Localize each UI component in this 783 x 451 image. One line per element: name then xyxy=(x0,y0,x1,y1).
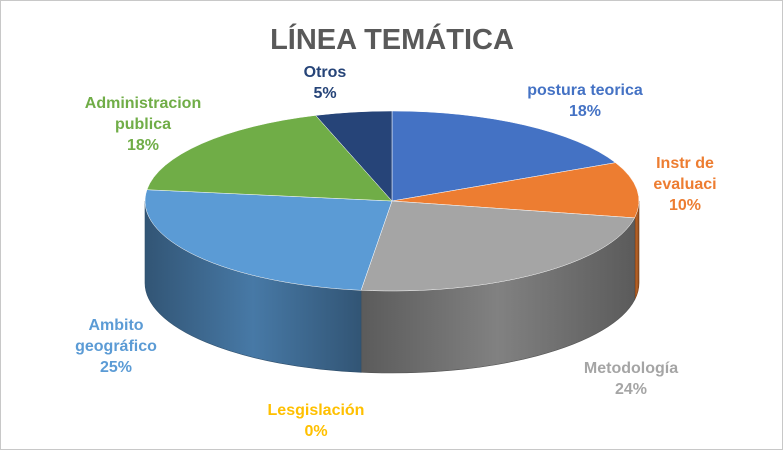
pie-slice-administracion-publica xyxy=(146,115,393,202)
data-label-ambito-geográfico: Ambito geográfico 25% xyxy=(75,317,157,376)
data-label-category: Otros xyxy=(304,64,347,81)
data-label-category: Metodología xyxy=(584,360,678,377)
pie-slices xyxy=(144,110,640,292)
data-label-percent: 18% xyxy=(127,137,159,154)
data-label-percent: 24% xyxy=(615,381,647,398)
data-label-category: postura teorica xyxy=(527,82,643,99)
data-label-percent: 18% xyxy=(569,103,601,120)
pie-slice-ambito-geográfico xyxy=(144,189,393,291)
data-label-instr-de-evaluaci: Instr de evaluaci 10% xyxy=(653,155,716,214)
data-label-category: Ambito xyxy=(88,317,143,334)
data-label-otros: Otros 5% xyxy=(304,64,347,102)
data-label-category: Administracion xyxy=(85,95,201,112)
pie-labels: postura teorica 18% Instr de evaluaci 10% Met… xyxy=(75,64,716,440)
pie-slice-postura-teorica xyxy=(391,110,617,202)
data-label-category: evaluaci xyxy=(653,176,716,193)
pie-slice-otros xyxy=(315,110,393,202)
data-label-category: Instr de xyxy=(656,155,714,172)
data-label-percent: 10% xyxy=(669,197,701,214)
pie-slice-instr-de-evaluaci xyxy=(391,162,640,219)
data-label-administracion-publica: Administracion publica 18% xyxy=(85,95,201,154)
data-label-percent: 0% xyxy=(304,423,327,440)
data-label-percent: 25% xyxy=(100,359,132,376)
data-label-category: Lesgislación xyxy=(268,402,365,419)
data-label-metodología: Metodología 24% xyxy=(584,360,678,398)
chart-title: LÍNEA TEMÁTICA xyxy=(270,22,514,56)
pie-sides xyxy=(144,200,640,374)
data-label-category: publica xyxy=(115,116,171,133)
data-label-lesgislación: Lesgislación 0% xyxy=(268,402,365,440)
data-label-postura-teorica: postura teorica 18% xyxy=(527,82,643,120)
pie-slice-metodología xyxy=(360,200,636,292)
data-label-percent: 5% xyxy=(313,85,336,102)
data-label-category: geográfico xyxy=(75,338,157,355)
